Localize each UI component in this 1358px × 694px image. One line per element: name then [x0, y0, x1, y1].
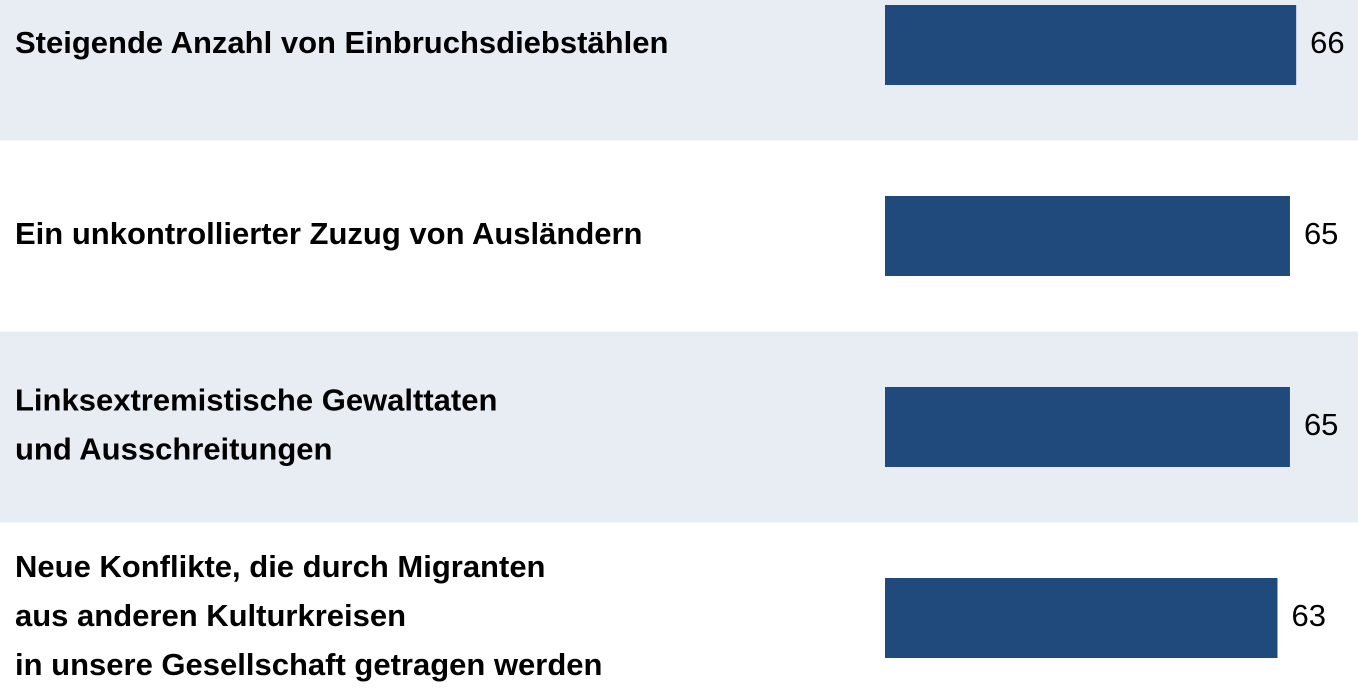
category-label: Ein unkontrollierter Zuzug von Ausländer…: [15, 216, 643, 251]
bar: [885, 578, 1278, 658]
value-label: 63: [1291, 598, 1325, 633]
category-label: Steigende Anzahl von Einbruchsdiebstähle…: [15, 25, 668, 60]
category-label: Linksextremistische Gewalttaten und Aussc…: [15, 383, 497, 467]
bar: [885, 5, 1297, 85]
category-label: Neue Konflikte, die durch Migranten aus a…: [15, 549, 602, 682]
value-label: 65: [1304, 216, 1338, 251]
bar: [885, 387, 1290, 467]
value-label: 65: [1304, 407, 1338, 442]
value-label: 66: [1310, 25, 1344, 60]
bar: [885, 196, 1290, 276]
